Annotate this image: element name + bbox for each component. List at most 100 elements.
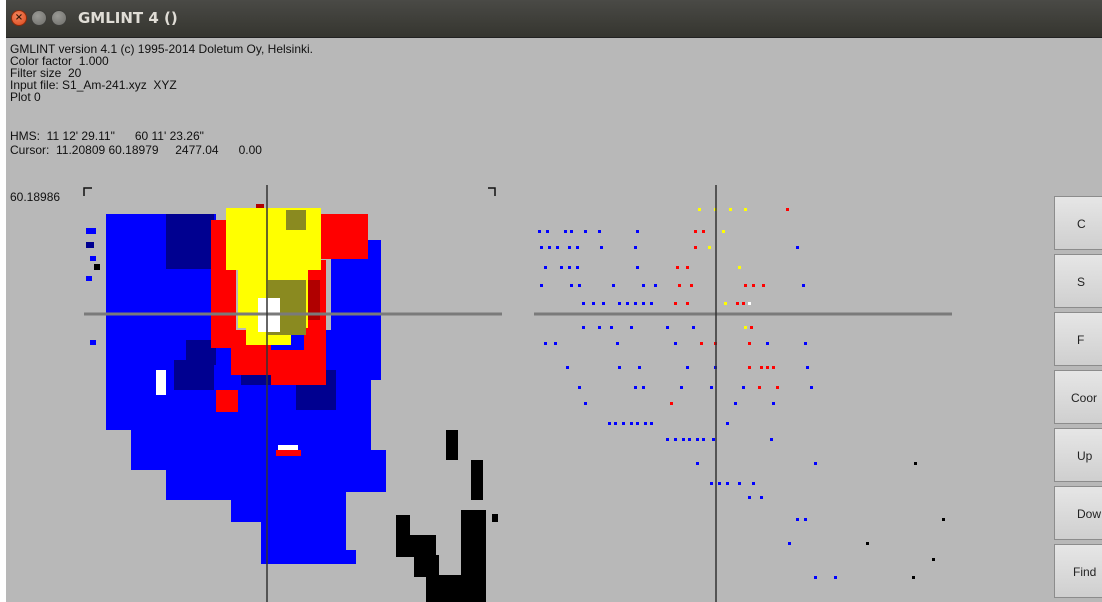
survey-point <box>696 462 699 465</box>
close-button[interactable]: × <box>11 10 27 26</box>
survey-point <box>622 422 625 425</box>
survey-point <box>750 326 753 329</box>
survey-point <box>650 302 653 305</box>
survey-point <box>804 518 807 521</box>
survey-point <box>614 422 617 425</box>
survey-point <box>724 302 727 305</box>
survey-point <box>806 366 809 369</box>
survey-point <box>626 302 629 305</box>
survey-point <box>804 342 807 345</box>
survey-point <box>576 266 579 269</box>
survey-point <box>546 230 549 233</box>
survey-point <box>650 422 653 425</box>
plot-text: Plot 0 <box>10 90 41 104</box>
survey-point <box>680 386 683 389</box>
survey-point <box>788 542 791 545</box>
hms-text: HMS: 11 12' 29.11" 60 11' 23.26" <box>10 129 204 143</box>
survey-point <box>686 302 689 305</box>
down-button[interactable]: Dow <box>1054 486 1102 540</box>
survey-point <box>540 246 543 249</box>
survey-point <box>772 366 775 369</box>
survey-point <box>696 438 699 441</box>
survey-point <box>758 386 761 389</box>
survey-point <box>636 230 639 233</box>
survey-point <box>786 208 789 211</box>
survey-point <box>744 326 747 329</box>
survey-point <box>700 342 703 345</box>
survey-point <box>676 266 679 269</box>
survey-point <box>729 208 732 211</box>
point-map-plot[interactable] <box>526 180 956 602</box>
application-window: × GMLINT 4 () GMLINT version 4.1 (c) 199… <box>6 0 1102 602</box>
cursor-text: Cursor: 11.20809 60.18979 2477.04 0.00 <box>10 143 262 157</box>
survey-point <box>556 246 559 249</box>
survey-point <box>766 366 769 369</box>
survey-point <box>692 326 695 329</box>
maximize-icon <box>52 11 66 25</box>
survey-point <box>636 266 639 269</box>
survey-point <box>744 284 747 287</box>
find-button[interactable]: Find <box>1054 544 1102 598</box>
survey-point <box>634 302 637 305</box>
survey-point <box>548 246 551 249</box>
survey-point <box>674 438 677 441</box>
side-button-2[interactable]: S <box>1054 254 1102 308</box>
filled-map-plot[interactable] <box>6 180 516 602</box>
survey-point <box>568 246 571 249</box>
survey-point <box>734 402 737 405</box>
survey-point <box>834 576 837 579</box>
survey-point <box>638 366 641 369</box>
survey-point <box>710 482 713 485</box>
title-bar: × GMLINT 4 () <box>6 0 1102 38</box>
up-button[interactable]: Up <box>1054 428 1102 482</box>
survey-point <box>566 366 569 369</box>
survey-point <box>674 302 677 305</box>
survey-point <box>568 266 571 269</box>
survey-point <box>748 342 751 345</box>
close-icon: × <box>14 12 24 23</box>
survey-point <box>866 542 869 545</box>
survey-point <box>636 422 639 425</box>
survey-point <box>560 266 563 269</box>
side-button-3[interactable]: F <box>1054 312 1102 366</box>
survey-point <box>738 482 741 485</box>
survey-point <box>578 284 581 287</box>
survey-point <box>796 518 799 521</box>
window-title: GMLINT 4 () <box>78 9 178 27</box>
color-factor-text: Color factor 1.000 <box>10 54 109 68</box>
minimize-button[interactable] <box>31 10 47 26</box>
side-button-1[interactable]: C <box>1054 196 1102 250</box>
survey-point <box>564 230 567 233</box>
survey-point <box>670 402 673 405</box>
survey-point <box>752 482 755 485</box>
survey-point <box>942 518 945 521</box>
survey-point <box>678 284 681 287</box>
survey-point <box>686 266 689 269</box>
survey-point <box>726 482 729 485</box>
survey-point <box>634 246 637 249</box>
filter-size-text: Filter size 20 <box>10 66 82 80</box>
survey-point <box>578 386 581 389</box>
plot-corner-marks <box>83 187 496 196</box>
maximize-button[interactable] <box>51 10 67 26</box>
survey-point <box>914 462 917 465</box>
survey-point <box>582 302 585 305</box>
survey-point <box>766 342 769 345</box>
survey-point <box>738 266 741 269</box>
survey-point <box>932 558 935 561</box>
survey-point <box>544 342 547 345</box>
survey-point <box>722 230 725 233</box>
survey-point <box>602 302 605 305</box>
survey-point <box>584 230 587 233</box>
map-region-black <box>94 264 498 602</box>
survey-point <box>608 422 611 425</box>
coord-button[interactable]: Coor <box>1054 370 1102 424</box>
survey-point <box>702 230 705 233</box>
survey-point <box>666 438 669 441</box>
survey-point <box>772 402 775 405</box>
survey-point <box>810 386 813 389</box>
survey-point <box>744 208 747 211</box>
survey-point <box>712 438 715 441</box>
survey-point <box>742 302 745 305</box>
survey-point <box>618 302 621 305</box>
